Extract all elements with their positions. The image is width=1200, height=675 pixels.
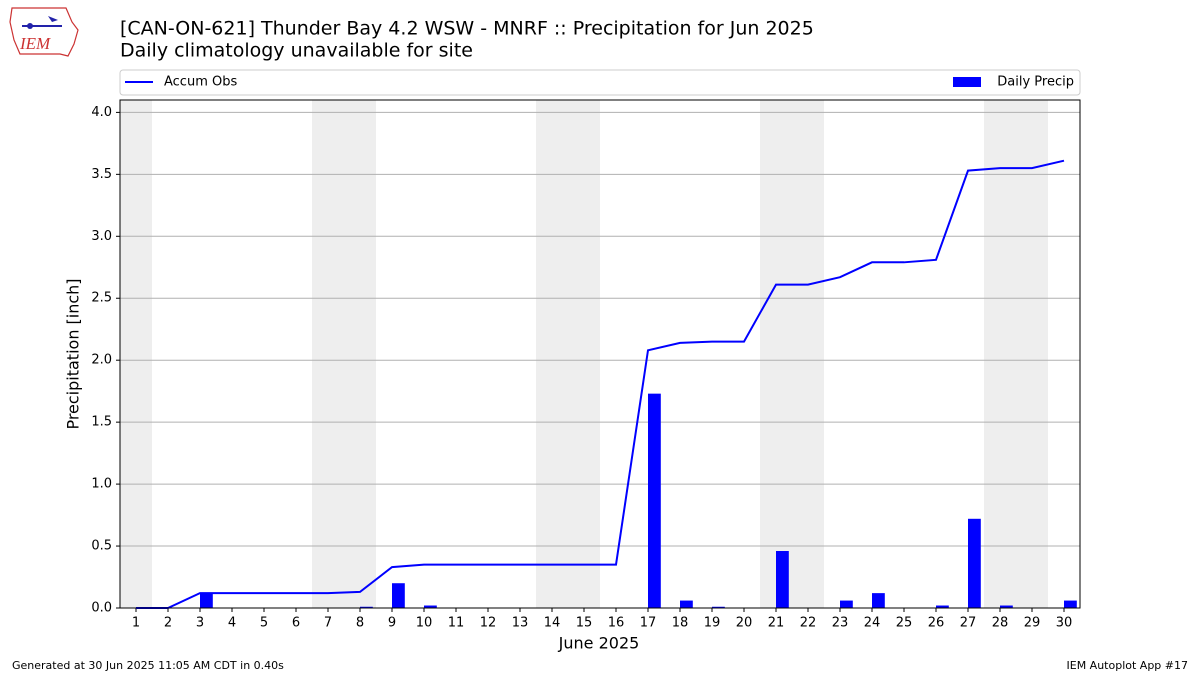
x-tick-label: 1 (132, 616, 140, 631)
bar (648, 393, 661, 608)
chart-title: [CAN-ON-621] Thunder Bay 4.2 WSW - MNRF … (120, 18, 814, 40)
plot-frame (119, 99, 1081, 609)
x-tick-label: 7 (324, 616, 332, 631)
y-tick-label: 1.5 (91, 415, 112, 430)
bar (392, 583, 405, 608)
legend-label: Daily Precip (997, 75, 1074, 90)
logo: IEM (9, 7, 79, 57)
plot-area: 0.00.51.01.52.02.53.03.54.01 2 3 4 5 6 7 8 9 10 11… (91, 99, 1081, 631)
weekend-shade (984, 100, 1048, 608)
weekend-shade (312, 100, 376, 608)
x-tick-label: 30 (1056, 616, 1073, 631)
y-tick-label: 2.5 (91, 291, 112, 306)
y-tick-label: 3.0 (91, 229, 112, 244)
x-tick-label: 26 (928, 616, 945, 631)
x-tick-label: 19 (704, 616, 721, 631)
y-axis-label: Precipitation [inch] (64, 278, 83, 429)
x-tick-label: 14 (544, 616, 561, 631)
x-tick-label: 2 (164, 616, 172, 631)
bar (1064, 600, 1077, 608)
x-tick-label: 17 (640, 616, 657, 631)
x-tick-label: 12 (480, 616, 497, 631)
x-tick-label: 18 (672, 616, 689, 631)
y-tick-label: 0.0 (91, 601, 112, 616)
logo-outline (9, 7, 79, 57)
x-tick-label: 4 (228, 616, 236, 631)
line (136, 159, 1065, 609)
footer-left: Generated at 30 Jun 2025 11:05 AM CDT in… (12, 659, 284, 672)
bar (424, 605, 437, 608)
x-axis-label: June 2025 (558, 634, 640, 653)
x-tick-label: 23 (832, 616, 849, 631)
logo-arrow (48, 16, 58, 22)
logo-dot (27, 23, 33, 29)
bar (680, 600, 693, 608)
y-tick-label: 1.0 (91, 477, 112, 492)
x-tick-label: 20 (736, 616, 753, 631)
weekend-shade (760, 100, 824, 608)
legend-box (119, 69, 1081, 96)
footer-right: IEM Autoplot App #17 (1067, 659, 1189, 672)
bar (360, 606, 373, 608)
bar (776, 551, 789, 608)
x-tick-label: 15 (576, 616, 593, 631)
x-tick-label: 27 (960, 616, 977, 631)
logo-text: IEM (19, 34, 51, 53)
x-tick-label: 16 (608, 616, 625, 631)
x-tick-label: 9 (388, 616, 396, 631)
x-tick-label: 10 (416, 616, 433, 631)
legend-label: Accum Obs (164, 75, 237, 90)
bar (200, 593, 213, 608)
bar (840, 600, 853, 608)
y-tick-label: 3.5 (91, 167, 112, 182)
bar (872, 593, 885, 608)
weekend-shade (536, 100, 600, 608)
x-tick-label: 22 (800, 616, 817, 631)
bar (968, 518, 981, 608)
x-tick-label: 5 (260, 616, 268, 631)
x-tick-label: 24 (864, 616, 881, 631)
chart-subtitle: Daily climatology unavailable for site (120, 40, 473, 62)
y-tick-label: 0.5 (91, 539, 112, 554)
x-tick-label: 29 (1024, 616, 1041, 631)
y-tick-label: 2.0 (91, 353, 112, 368)
weekend-shade (120, 100, 152, 608)
x-tick-label: 21 (768, 616, 785, 631)
x-tick-label: 13 (512, 616, 529, 631)
y-tick-label: 4.0 (91, 105, 112, 120)
bar (936, 605, 949, 608)
x-tick-label: 11 (448, 616, 465, 631)
x-tick-label: 3 (196, 616, 204, 631)
legend-swatch (953, 77, 981, 87)
x-tick-label: 25 (896, 616, 913, 631)
x-tick-label: 8 (356, 616, 364, 631)
bar (1000, 605, 1013, 608)
x-tick-label: 6 (292, 616, 300, 631)
x-tick-label: 28 (992, 616, 1009, 631)
bar (712, 606, 725, 608)
